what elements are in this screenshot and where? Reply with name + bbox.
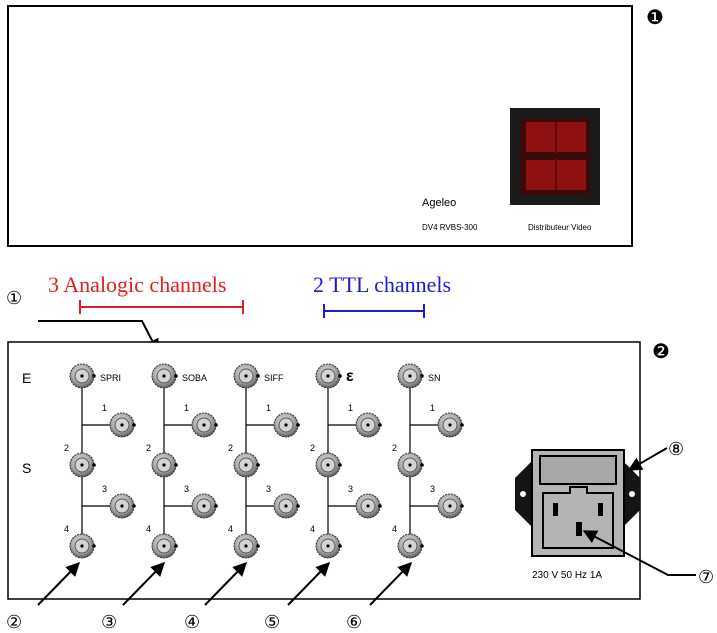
bnc-output-1: [273, 412, 300, 438]
analog-channels-bracket: [79, 300, 244, 314]
channel-columns: SPRI 1 2 3 4 SOBA 1 2 3 4 SIFF 1 2 3 4 ε 1 2 3 4 SN 1 2 3 4: [64, 363, 464, 559]
bnc-output-4: [315, 533, 342, 559]
output-number-4: 4: [64, 524, 69, 534]
ttl-channels-label: 2 TTL channels: [313, 272, 451, 297]
bnc-input-connector: [397, 363, 424, 389]
bnc-output-1: [191, 412, 218, 438]
callout-7: ⑦: [698, 567, 714, 587]
callout-8-arrow: [627, 447, 668, 471]
output-number-3: 3: [102, 484, 107, 494]
bnc-output-4: [69, 533, 96, 559]
input-row-label: E: [22, 370, 31, 386]
channel-legend: 3 Analogic channels 2 TTL channels ①: [6, 272, 451, 354]
callout-2: ②: [6, 612, 22, 632]
flange-screw-right: [629, 491, 635, 497]
output-number-4: 4: [310, 524, 315, 534]
callout-1: ①: [6, 288, 22, 308]
product-label: Distributeur Video: [528, 223, 592, 232]
output-number-4: 4: [228, 524, 233, 534]
output-number-2: 2: [310, 443, 315, 453]
bnc-input-connector: [233, 363, 260, 389]
output-number-3: 3: [430, 484, 435, 494]
output-number-1: 1: [348, 403, 353, 413]
bnc-output-3: [109, 493, 136, 519]
bnc-output-2: [69, 452, 96, 478]
power-rating-label: 230 V 50 Hz 1A: [532, 570, 602, 581]
bnc-output-2: [233, 452, 260, 478]
channel-column-5: SN 1 2 3 4: [392, 363, 464, 559]
callout-4: ④: [184, 612, 200, 632]
callout-6: ⑥: [346, 612, 362, 632]
output-number-1: 1: [184, 403, 189, 413]
channel-name-label: ε: [346, 368, 354, 385]
output-number-4: 4: [392, 524, 397, 534]
callout-5-arrow: [287, 561, 330, 606]
bnc-output-3: [191, 493, 218, 519]
callout-2-arrow: [37, 561, 80, 606]
callout-7-arrow: [582, 530, 696, 576]
channel-name-label: SPRI: [100, 373, 121, 383]
output-number-1: 1: [102, 403, 107, 413]
bnc-output-4: [151, 533, 178, 559]
bnc-output-3: [355, 493, 382, 519]
bnc-input-connector: [151, 363, 178, 389]
output-number-3: 3: [266, 484, 271, 494]
socket-pin-earth: [576, 522, 582, 536]
bnc-output-2: [151, 452, 178, 478]
channel-name-label: SN: [428, 373, 441, 383]
output-number-2: 2: [392, 443, 397, 453]
channel-column-2: SOBA 1 2 3 4: [146, 363, 218, 559]
rear-panel: ❷ E S SPRI1234SOBA1234SIFF1234ε1234SN123…: [7, 341, 696, 600]
output-number-1: 1: [266, 403, 271, 413]
callout-3-arrow: [122, 561, 165, 606]
seven-segment-display: [510, 108, 600, 205]
bnc-output-3: [437, 493, 464, 519]
brand-label: Ageleo: [422, 197, 456, 209]
bottom-callouts: ② ③ ④ ⑤ ⑥ ⑦ ⑧: [6, 439, 714, 632]
channel-name-label: SOBA: [182, 373, 207, 383]
callout-8: ⑧: [668, 439, 684, 459]
output-number-4: 4: [146, 524, 151, 534]
callout-4-arrow: [204, 561, 247, 606]
analog-channels-label: 3 Analogic channels: [48, 272, 226, 297]
channel-column-3: SIFF 1 2 3 4: [228, 363, 300, 559]
front-panel: ❶ Ageleo DV4 RVBS-300 Distributeur Video: [7, 5, 664, 247]
bnc-output-1: [355, 412, 382, 438]
bnc-output-2: [315, 452, 342, 478]
bnc-output-4: [397, 533, 424, 559]
output-number-2: 2: [64, 443, 69, 453]
channel-column-1: SPRI 1 2 3 4: [64, 363, 136, 559]
callout-3: ③: [101, 612, 117, 632]
output-number-2: 2: [228, 443, 233, 453]
iec-socket: [542, 486, 614, 549]
bnc-output-3: [273, 493, 300, 519]
bnc-input-connector: [315, 363, 342, 389]
bnc-input-connector: [69, 363, 96, 389]
socket-pin-right: [598, 503, 603, 516]
output-number-2: 2: [146, 443, 151, 453]
bnc-output-2: [397, 452, 424, 478]
output-row-label: S: [22, 460, 31, 476]
front-panel-marker: ❶: [646, 7, 664, 29]
rear-panel-marker: ❷: [652, 341, 670, 363]
model-label: DV4 RVBS-300: [422, 223, 478, 232]
bnc-output-4: [233, 533, 260, 559]
callout-5: ⑤: [264, 612, 280, 632]
bnc-output-1: [109, 412, 136, 438]
fuse-drawer: [539, 455, 617, 485]
channel-name-label: SIFF: [264, 373, 284, 383]
ttl-channels-bracket: [323, 304, 425, 318]
socket-pin-left: [553, 503, 558, 516]
flange-screw-left: [520, 491, 526, 497]
output-number-1: 1: [430, 403, 435, 413]
output-number-3: 3: [348, 484, 353, 494]
output-number-3: 3: [184, 484, 189, 494]
channel-column-4: ε 1 2 3 4: [310, 363, 382, 559]
callout-6-arrow: [369, 561, 412, 606]
bnc-output-1: [437, 412, 464, 438]
